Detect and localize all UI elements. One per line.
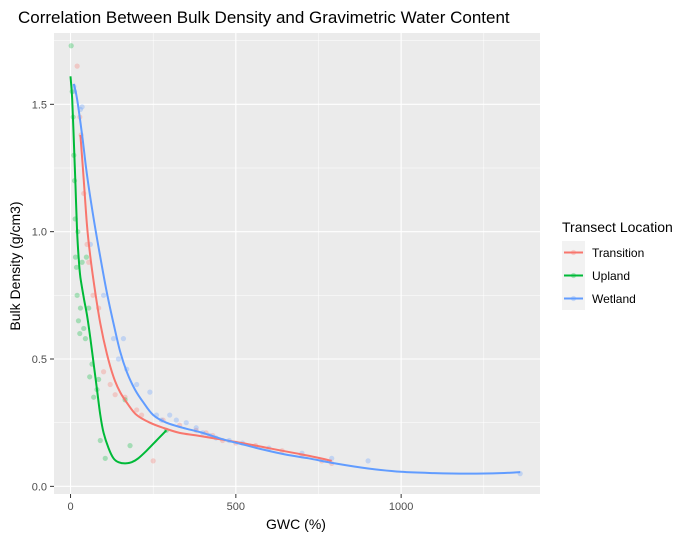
x-tick-label: 1000 (389, 501, 413, 513)
x-axis-ticks: 0 500 1000 (67, 494, 413, 513)
upland-point (74, 292, 80, 298)
transition-point (139, 412, 145, 418)
legend-item-upland: Upland (562, 264, 630, 287)
y-tick-label: 1.0 (32, 227, 47, 239)
wetland-point (134, 381, 140, 388)
transition-point (107, 381, 113, 388)
wetland-point (100, 292, 107, 298)
y-axis-title: Bulk Density (g/cm3) (7, 201, 23, 330)
legend-label-upland: Upland (592, 269, 630, 283)
transition-point (112, 392, 118, 398)
legend-label-wetland: Wetland (592, 292, 636, 306)
upland-point (81, 325, 87, 332)
smooth-lines (69, 76, 521, 475)
wetland-smooth-line (72, 83, 521, 475)
upland-point (73, 264, 80, 270)
wetland-point (120, 336, 127, 342)
minor-gridlines (54, 33, 540, 494)
wetland-point (193, 425, 199, 431)
transition-smooth-line (79, 134, 332, 462)
x-tick-label: 500 (227, 501, 245, 513)
legend-label-transition: Transition (592, 246, 644, 260)
legend-point-transition (570, 249, 577, 256)
upland-point (77, 305, 84, 311)
x-tick-label: 0 (67, 501, 73, 513)
major-gridlines (54, 33, 540, 494)
transition-point (74, 63, 80, 69)
upland-smooth-line (69, 76, 168, 465)
wetland-point (115, 356, 122, 362)
upland-point (86, 305, 92, 311)
y-axis-ticks: 0.0 0.5 1.0 1.5 (32, 99, 54, 493)
y-tick-label: 0.0 (32, 481, 47, 493)
legend-title: Transect Location (562, 219, 673, 235)
transition-point (134, 407, 140, 413)
chart-title: Correlation Between Bulk Density and Gra… (18, 8, 510, 27)
wetland-point (147, 389, 153, 395)
legend-item-transition: Transition (562, 241, 644, 264)
upland-point (127, 443, 133, 449)
x-axis-title: GWC (%) (266, 516, 326, 532)
upland-point (77, 330, 83, 337)
upland-point (83, 254, 89, 260)
wetland-point (167, 412, 173, 418)
wetland-point (183, 420, 189, 426)
upland-point (68, 43, 74, 49)
upland-point (97, 437, 103, 444)
legend-point-wetland (570, 295, 577, 302)
wetland-point (173, 417, 179, 423)
legend-item-wetland: Wetland (562, 287, 636, 310)
upland-point (87, 374, 93, 380)
upland-point (96, 376, 102, 382)
legend-point-upland (570, 272, 577, 279)
transition-point (90, 292, 96, 298)
upland-point (79, 259, 85, 265)
y-tick-label: 0.5 (32, 354, 47, 366)
upland-point (75, 318, 82, 324)
transition-point (100, 369, 107, 375)
y-tick-label: 1.5 (32, 99, 47, 111)
upland-point (102, 455, 108, 461)
upland-point (82, 336, 89, 342)
legend: Transect Location Transition Upland Wetlan… (562, 219, 673, 310)
transition-point (150, 458, 156, 464)
upland-point (91, 394, 97, 400)
wetland-point (365, 458, 371, 464)
upland-point (72, 254, 79, 260)
plot-panel (54, 33, 540, 494)
wetland-point (79, 104, 85, 110)
wetland-point (110, 336, 117, 342)
